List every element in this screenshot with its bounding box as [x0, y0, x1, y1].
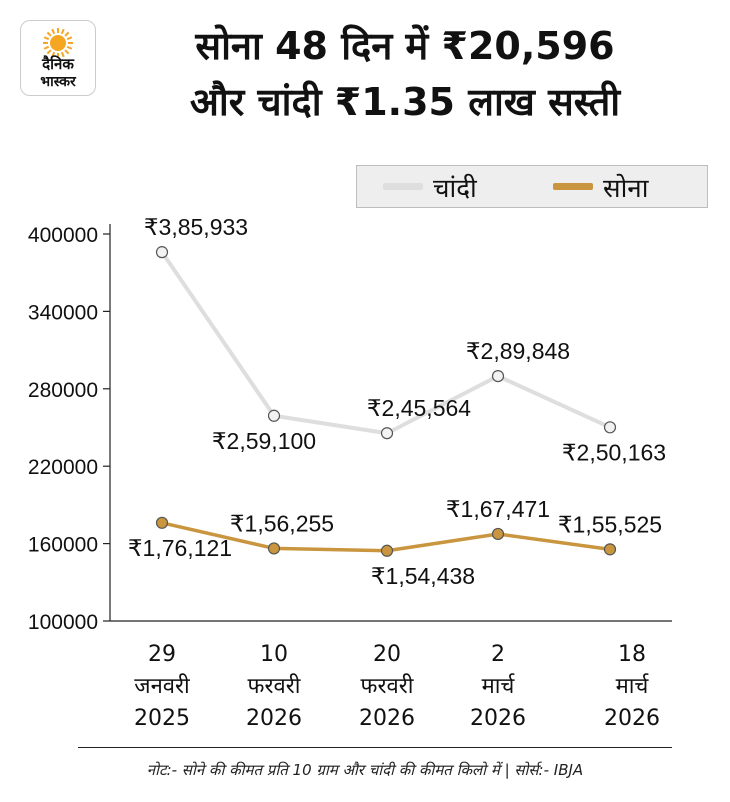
page-title: सोना 48 दिन में ₹20,596 और चांदी ₹1.35 ल…: [105, 18, 705, 130]
silver-point: [267, 409, 281, 422]
data-label: ₹2,45,564: [367, 395, 471, 421]
title-line2: और चांदी ₹1.35 लाख सस्ती: [189, 80, 621, 124]
x-tick-label-line: मार्च: [482, 673, 516, 699]
footer-divider: [78, 747, 672, 748]
x-tick-label-line: फरवरी: [361, 673, 414, 699]
gold-point: [491, 527, 505, 541]
y-tick-label: 340000: [28, 301, 98, 324]
y-tick-label: 160000: [28, 534, 98, 557]
line-chart: 400000 340000 280000 220000 160000 100000 29 जन…: [28, 214, 672, 731]
data-label: ₹1,67,471: [446, 496, 550, 522]
logo-line1: दैनिक: [42, 55, 74, 73]
x-tick-label-line: 2025: [134, 706, 190, 731]
x-tick-label-line: 10: [260, 642, 288, 667]
x-tick-label: 20 फरवरी 2026: [359, 642, 415, 731]
x-tick-label-line: 2: [491, 642, 505, 667]
x-tick-label: 2 मार्च 2026: [470, 642, 526, 731]
data-label: ₹1,56,255: [230, 510, 334, 536]
x-tick-label-line: 2026: [470, 706, 526, 731]
dainik-bhaskar-logo: दैनिक भास्कर: [20, 20, 96, 96]
gold-point: [603, 543, 617, 556]
x-tick-label-line: फरवरी: [248, 673, 301, 699]
logo-line2: भास्कर: [40, 74, 76, 90]
gold-point: [380, 544, 394, 557]
sun-logo-icon: [43, 28, 73, 58]
y-tick-label: 100000: [28, 611, 98, 634]
gold-point: [267, 542, 281, 555]
silver-point: [380, 427, 394, 440]
data-label: ₹1,54,438: [371, 563, 475, 589]
data-label: ₹1,55,525: [558, 511, 662, 537]
data-label: ₹2,50,163: [562, 439, 666, 465]
y-tick-label: 400000: [28, 224, 98, 247]
legend-item-silver: चांदी: [383, 166, 477, 207]
title-line1: सोना 48 दिन में ₹20,596: [195, 24, 615, 68]
x-tick-label-line: 29: [148, 642, 176, 667]
data-label: ₹2,89,848: [466, 338, 570, 364]
data-label: ₹1,76,121: [128, 535, 232, 561]
data-label: ₹3,85,933: [144, 214, 248, 240]
x-tick-label: 29 जनवरी 2025: [134, 642, 190, 731]
x-tick-label-line: मार्च: [616, 673, 650, 699]
data-label: ₹2,59,100: [212, 428, 316, 454]
x-tick-label-line: जनवरी: [134, 673, 190, 699]
x-tick-label-line: 18: [618, 642, 646, 667]
legend-swatch-silver: [383, 183, 423, 190]
gold-point: [155, 516, 169, 529]
x-tick-label-line: 2026: [359, 706, 415, 731]
y-tick-label: 280000: [28, 379, 98, 402]
x-tick-label: 10 फरवरी 2026: [246, 642, 302, 731]
silver-point: [603, 421, 617, 434]
chart-legend: चांदी सोना: [356, 165, 708, 208]
legend-label-silver: चांदी: [433, 173, 477, 204]
legend-swatch-gold: [553, 183, 593, 190]
y-tick-label: 220000: [28, 456, 98, 479]
x-tick-label-line: 2026: [604, 706, 660, 731]
silver-point: [155, 246, 169, 259]
x-tick-label: 18 मार्च 2026: [604, 642, 660, 731]
silver-point: [491, 369, 505, 383]
source-note: नोट:- सोने की कीमत प्रति 10 ग्राम और चां…: [146, 761, 584, 779]
x-tick-label-line: 2026: [246, 706, 302, 731]
legend-label-gold: सोना: [603, 173, 649, 204]
legend-item-gold: सोना: [553, 166, 648, 207]
x-tick-label-line: 20: [373, 642, 401, 667]
